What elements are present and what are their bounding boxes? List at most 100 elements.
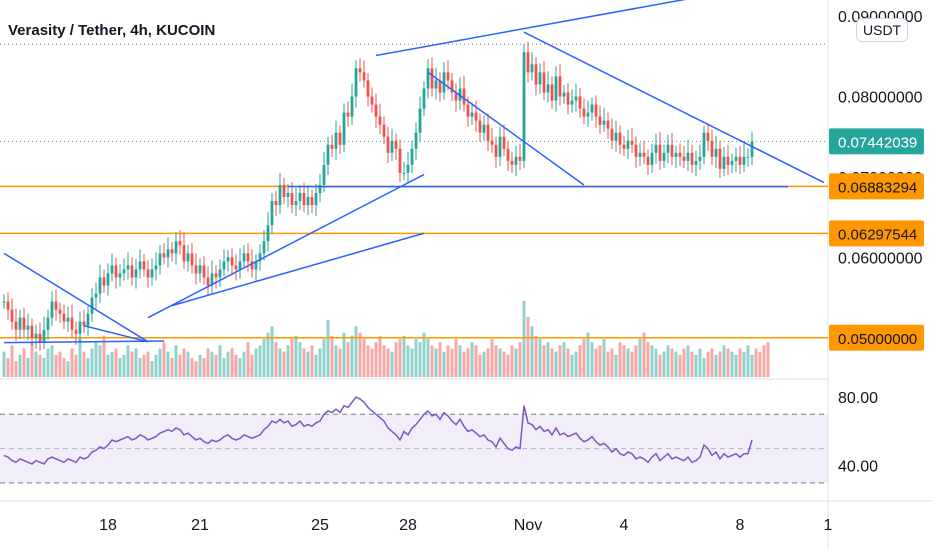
candle-body: [10, 309, 14, 322]
volume-bar: [638, 339, 642, 377]
candle-body: [318, 184, 322, 194]
volume-bar: [470, 342, 474, 377]
volume-bar: [434, 348, 438, 377]
volume-bar: [466, 348, 470, 377]
candle-body: [266, 225, 270, 242]
candle-body: [62, 313, 66, 322]
candle-body: [350, 96, 354, 117]
volume-bar: [494, 345, 498, 377]
candle-body: [30, 325, 34, 338]
volume-bar: [346, 342, 350, 377]
candle-body: [362, 72, 366, 81]
volume-bar: [318, 348, 322, 377]
volume-bar: [682, 348, 686, 377]
volume-bar: [566, 348, 570, 377]
price-tag-box: [829, 128, 924, 155]
candle-body: [346, 112, 350, 117]
volume-bar: [286, 345, 290, 377]
candle-body: [182, 245, 186, 262]
volume-bar: [130, 351, 134, 377]
volume-bar: [338, 348, 342, 377]
volume-bar: [106, 354, 110, 377]
volume-bar: [158, 348, 162, 377]
volume-bar: [626, 348, 630, 377]
volume-bar: [422, 332, 426, 377]
candle-body: [562, 92, 566, 97]
candle-body: [690, 152, 694, 165]
candle-body: [126, 265, 130, 270]
volume-bar: [122, 354, 126, 377]
volume-bar: [330, 335, 334, 377]
candle-body: [286, 193, 290, 198]
volume-bar: [22, 348, 26, 377]
volume-bar: [710, 348, 714, 377]
volume-bar: [486, 348, 490, 377]
candle-body: [698, 156, 702, 161]
candle-body: [134, 269, 138, 278]
volume-bar: [30, 342, 34, 377]
volume-bar: [674, 351, 678, 377]
candle-body: [442, 72, 446, 93]
candle-body: [202, 265, 206, 278]
volume-bar: [598, 345, 602, 377]
volume-bar: [86, 358, 90, 377]
candle-body: [418, 108, 422, 133]
candle-body: [322, 164, 326, 185]
candle-body: [358, 68, 362, 73]
time-tick-label: 1: [824, 517, 833, 534]
candle-body: [78, 321, 82, 334]
rsi-tick-label: 40.00: [838, 459, 878, 476]
candle-body: [534, 64, 538, 85]
price-tag-label: 0.05000000: [838, 331, 917, 348]
volume-bar: [670, 348, 674, 377]
candle-body: [458, 88, 462, 101]
volume-bar: [458, 345, 462, 377]
time-tick-label: 21: [191, 517, 209, 534]
volume-bar: [442, 351, 446, 377]
volume-bar: [186, 351, 190, 377]
candle-body: [486, 124, 490, 141]
candle-body: [522, 52, 526, 161]
volume-bar: [750, 354, 754, 377]
volume-bar: [146, 351, 150, 377]
candle-body: [594, 104, 598, 117]
volume-bar: [306, 351, 310, 377]
volume-bar: [82, 351, 86, 377]
candle-body: [302, 193, 306, 206]
volume-bar: [730, 351, 734, 377]
candle-body: [218, 269, 222, 278]
volume-bar: [34, 351, 38, 377]
volume-bar: [298, 342, 302, 377]
price-tag-label: 0.06883294: [838, 179, 917, 196]
candle-body: [466, 104, 470, 117]
volume-bar: [262, 339, 266, 377]
volume-bar: [210, 351, 214, 377]
currency-badge[interactable]: USDT: [856, 18, 909, 42]
time-tick-label: Nov: [514, 517, 542, 534]
volume-bar: [270, 326, 274, 377]
time-tick-label: 4: [620, 517, 629, 534]
candle-body: [186, 253, 190, 262]
candle-body: [206, 277, 210, 286]
candle-body: [742, 156, 746, 165]
candle-body: [446, 72, 450, 81]
candle-body: [162, 253, 166, 258]
candle-body: [634, 144, 638, 157]
volume-bar: [478, 354, 482, 377]
candle-body: [558, 76, 562, 97]
volume-bar: [534, 335, 538, 377]
candle-body: [574, 96, 578, 101]
candle-body: [82, 321, 86, 326]
candle-body: [682, 156, 686, 161]
candle-body: [410, 148, 414, 165]
candle-body: [122, 269, 126, 274]
volume-bar: [366, 345, 370, 377]
volume-bar: [294, 335, 298, 377]
volume-bar: [250, 354, 254, 377]
candle-body: [150, 269, 154, 278]
candle-body: [402, 172, 406, 174]
volume-bar: [582, 339, 586, 377]
volume-bar: [198, 354, 202, 377]
candle-body: [710, 140, 714, 157]
